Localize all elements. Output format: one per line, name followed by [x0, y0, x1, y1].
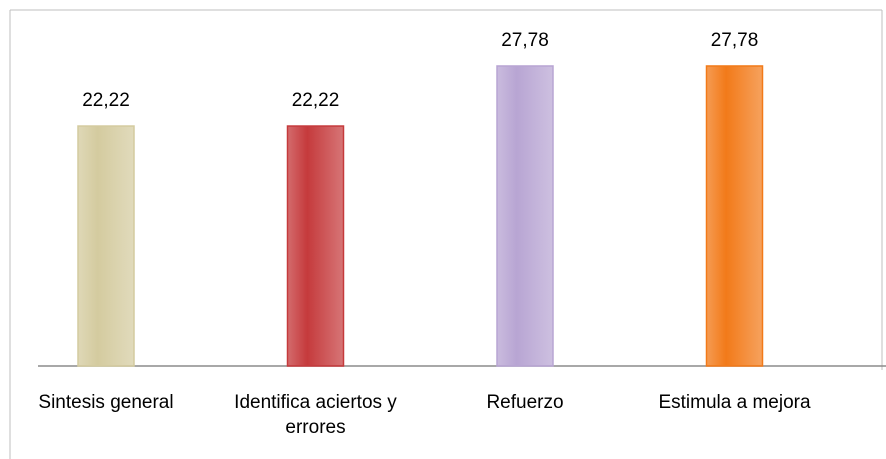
- bar: [286, 125, 345, 367]
- bar: [705, 65, 764, 367]
- data-label: 27,78: [711, 30, 759, 51]
- x-tick-label: Estimula a mejora: [658, 392, 811, 413]
- x-tick-label: Sintesis general: [38, 392, 174, 413]
- x-tick-label: Identifica aciertos y errores: [234, 392, 397, 438]
- data-label: 22,22: [82, 90, 130, 111]
- bar: [496, 65, 554, 367]
- data-label: 22,22: [292, 90, 340, 111]
- bar: [77, 125, 135, 367]
- x-tick-label: Refuerzo: [486, 392, 564, 413]
- data-label: 27,78: [501, 30, 549, 51]
